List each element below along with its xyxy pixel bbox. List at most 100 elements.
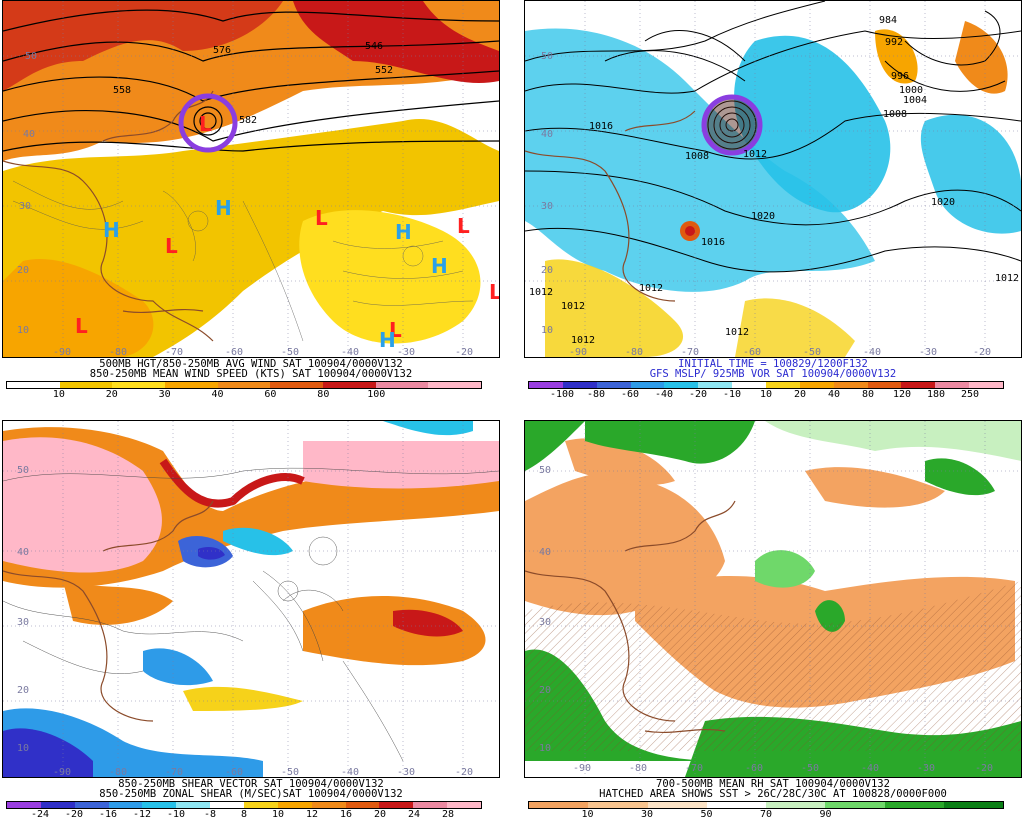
color-bar-tick: 8 [240,809,248,820]
low-marker: L [315,206,328,230]
map-wind-speed: 576 546 552 558 582 L L L L L L L H H H … [2,0,500,358]
isobar-label: 1020 [751,211,775,222]
color-bar-segment [59,382,113,388]
low-marker: L [165,234,178,258]
color-bar-tick: -8 [203,809,217,820]
color-bar-segment [142,802,177,808]
storm-circle-2 [701,94,763,156]
color-bar-tick: 40 [827,389,841,400]
color-bar-segment [766,802,826,808]
color-bar [6,381,482,389]
lon-label: -40 [861,763,879,774]
color-bar-segment [766,382,800,388]
isobar-label: 1004 [903,95,927,106]
contour-label: 576 [213,45,231,56]
panel-subtitle: 850-250MB MEAN WIND SPEED (KTS) SAT 1009… [89,368,413,380]
panel-title: 500MB HGT/850-250MB AVG WIND SAT 100904/… [99,358,403,370]
isobar-label: 1008 [883,109,907,120]
lon-label: -30 [919,347,937,357]
lat-label: 10 [541,325,553,336]
color-bar-tick: 100 [367,389,386,400]
lon-label: -90 [53,347,71,357]
color-bar-segment [833,382,868,388]
lon-label: -50 [281,347,299,357]
color-bar-tick: 30 [640,809,654,820]
panel-title: INITIAL TIME = 100829/1200F132 [678,358,868,370]
panel-subtitle: 850-250MB ZONAL SHEAR (M/SEC)SAT 100904/… [99,788,403,800]
color-bar-tick: -24 [30,809,50,820]
lon-label: -30 [397,767,415,777]
color-bar-segment [529,382,563,388]
lon-label: -20 [455,347,473,357]
color-bar-tick: 250 [960,389,980,400]
lat-label: 50 [541,51,553,62]
contour-label: 546 [365,41,383,52]
isobar-label: 1012 [743,149,767,160]
color-bar-segment [799,382,834,388]
color-bar-tick: 20 [793,389,807,400]
color-bar-segment [176,802,211,808]
color-bar-segment [825,802,885,808]
lon-label: -90 [573,763,591,774]
color-bar-tick: -100 [549,389,575,400]
color-bar-ticks: -24 -20 -16 -12 -10 -8 8 10 12 16 20 24 28 [6,809,482,820]
color-bar-segment [244,802,278,808]
isobar-label: 984 [879,15,897,26]
lat-label: 40 [17,547,29,558]
lon-label: -60 [743,347,761,357]
lon-label: -90 [53,767,71,777]
lat-label: 30 [19,201,31,212]
high-marker: H [395,220,412,244]
lat-label: 20 [17,685,29,696]
color-bar-segment [935,382,970,388]
panel-title: 850-250MB SHEAR VECTOR SAT 100904/0000V1… [118,778,384,790]
panel-mslp-vorticity: 984 992 996 1000 1004 1008 1016 1008 101… [522,0,1024,400]
color-bar-segment [413,802,448,808]
color-bar-segment [375,382,429,388]
color-bar-segment [706,802,766,808]
color-bar-segment [969,382,1004,388]
low-marker: L [389,318,402,342]
lon-label: -60 [745,763,763,774]
color-bar-tick: -16 [98,809,118,820]
panel-subtitle: HATCHED AREA SHOWS SST > 26C/28C/30C AT … [599,788,947,800]
lon-label: -20 [455,767,473,777]
panel-relative-humidity: 50 40 30 20 10 -90 -80 -70 -60 -50 -40 -… [522,420,1024,820]
isobar-label: 1016 [701,237,725,248]
color-bar-segment [323,382,376,388]
color-bar-segment [217,382,271,388]
color-bar-segment [943,802,1003,808]
lon-label: -70 [681,347,699,357]
lon-label: -80 [109,347,127,357]
lat-label: 30 [539,617,551,628]
color-bar-segment [529,802,589,808]
lat-label: 50 [539,465,551,476]
lat-label: 50 [25,51,37,62]
color-bar-tick: 20 [373,809,387,820]
color-bar-tick: 20 [105,389,118,400]
low-marker: L [75,314,88,338]
color-bar-segment [311,802,346,808]
color-bar-tick: 10 [52,389,65,400]
color-bar-segment [108,802,143,808]
lon-label: -60 [225,347,243,357]
high-marker: H [379,328,396,352]
color-bar-segment [428,382,482,388]
map-zonal-shear: 50 40 30 20 10 -90 -80 -70 -60 -50 -40 -… [2,420,500,778]
lon-label: -90 [569,347,587,357]
low-marker: L [199,112,212,136]
lat-label: 20 [541,265,553,276]
lon-label: -70 [685,763,703,774]
color-bar-segment [277,802,312,808]
color-bar-tick: -10 [166,809,186,820]
color-bar-tick: 50 [700,809,713,820]
isobar-label: 1016 [589,121,613,132]
color-bar-segment [596,382,631,388]
color-bar-segment [210,802,245,808]
lat-label: 30 [17,617,29,628]
contour-label: 582 [239,115,257,126]
color-bar [6,801,482,809]
lon-label: -50 [281,767,299,777]
color-bar-segment [867,382,902,388]
isobar-label: 1020 [931,197,955,208]
